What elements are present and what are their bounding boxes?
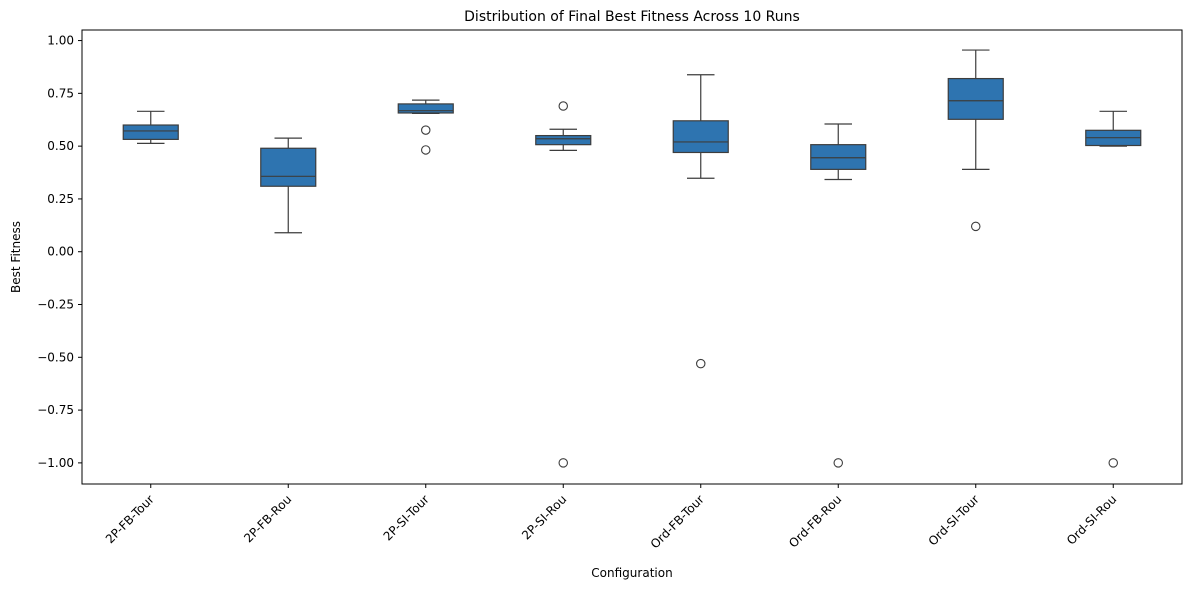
box-Ord-FB-Rou [810,123,867,468]
box-2P-FB-Tour [122,110,179,144]
outlier-point [558,458,568,468]
x-axis-label: Configuration [591,566,672,580]
chart-title: Distribution of Final Best Fitness Acros… [464,9,800,25]
iqr-box [947,77,1004,120]
y-tick-label: 0.00 [47,245,74,259]
iqr-box [397,103,454,114]
outlier-point [558,101,568,111]
y-tick-label: −1.00 [37,456,74,470]
y-tick-label: 0.75 [47,86,74,100]
outlier-point [970,221,981,232]
box-Ord-SI-Rou [1085,110,1142,468]
outlier-point [833,458,843,468]
outlier-point [420,125,431,135]
y-tick-label: 0.25 [47,192,74,206]
outlier-point [1108,458,1119,468]
iqr-box [672,120,729,154]
x-tick-label: Ord-FB-Tour [648,492,707,551]
plot-area [122,49,1142,468]
x-tick-label: 2P-FB-Tour [103,492,157,546]
y-tick-label: 0.50 [47,139,74,153]
outlier-point [420,145,431,155]
y-tick-label: −0.75 [37,403,74,417]
iqr-box [810,144,867,170]
x-tick-label: Ord-SI-Rou [1064,492,1119,547]
x-tick-label: Ord-SI-Tour [926,492,982,548]
x-tick-label: 2P-SI-Tour [381,492,432,543]
iqr-box [535,134,592,146]
y-axis-label: Best Fitness [9,221,23,293]
x-tick-label: Ord-FB-Rou [786,492,844,550]
plot-frame [81,29,1183,485]
x-tick-label: 2P-SI-Rou [519,492,569,542]
box-Ord-SI-Tour [947,49,1004,232]
x-axis: 2P-FB-Tour 2P-FB-Rou 2P-SI-Tour 2P-SI-Rou Or… [103,484,1119,551]
box-Ord-FB-Tour [672,74,729,369]
box-2P-SI-Rou [535,101,592,468]
box-2P-FB-Rou [260,137,317,234]
y-tick-label: 1.00 [47,34,74,48]
outlier-point [695,358,706,369]
y-tick-label: −0.25 [37,298,74,312]
iqr-box [122,124,179,140]
x-tick-label: 2P-FB-Rou [241,492,294,545]
box-2P-SI-Tour [397,99,454,155]
iqr-box [260,147,317,187]
y-tick-label: −0.50 [37,350,74,364]
y-axis: 1.00 0.75 0.50 0.25 0.00 −0.25 −0.50 −0.75 −1.00 [37,34,82,470]
